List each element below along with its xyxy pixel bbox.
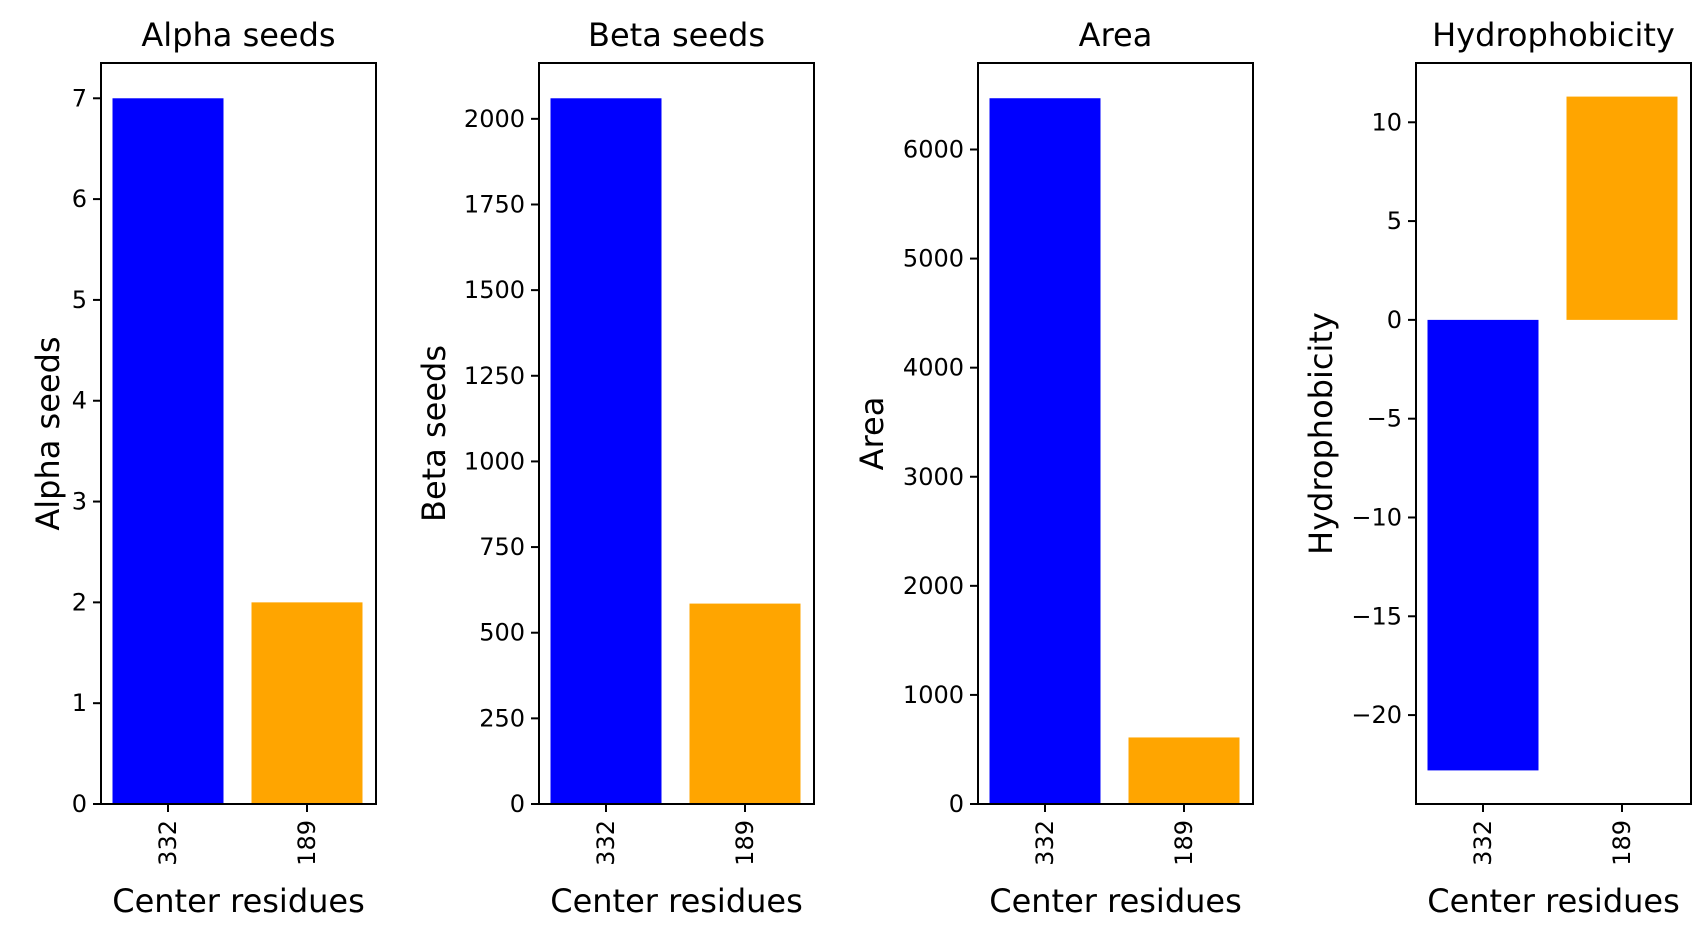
x-axis-label: Center residues (112, 882, 365, 920)
y-tick-label: 6000 (903, 136, 964, 164)
y-tick-label: 2 (72, 588, 87, 616)
y-tick-label: −10 (1351, 503, 1402, 531)
y-tick-label: −5 (1367, 405, 1402, 433)
chart-title: Area (1079, 16, 1153, 54)
y-tick-label: 750 (479, 533, 525, 561)
plot-frame (100, 62, 377, 805)
y-tick-label: 0 (1387, 306, 1402, 334)
y-tick-label: 1500 (464, 276, 525, 304)
chart-panel-3: 0 1000 2000 3000 4000 5000 6000 332 189 Area Cente… (853, 16, 1254, 920)
y-tick-label: 0 (510, 790, 525, 818)
y-tick-label: 1250 (464, 362, 525, 390)
y-tick-label: 4000 (903, 354, 964, 382)
bar-189 (251, 602, 363, 804)
bar-332 (550, 98, 662, 805)
bar-189 (1566, 96, 1678, 320)
x-axis-label: Center residues (989, 882, 1242, 920)
y-tick-label: 250 (479, 704, 525, 732)
y-tick-label: 0 (72, 790, 87, 818)
y-tick-label: 1000 (464, 447, 525, 475)
y-axis-label: Alpha seeds (29, 336, 67, 530)
plot-frame (1415, 62, 1692, 805)
y-tick-label: 3 (72, 488, 87, 516)
y-tick-label: 10 (1371, 108, 1402, 136)
x-tick-label: 189 (731, 820, 759, 866)
y-tick-label: −20 (1351, 701, 1402, 729)
y-tick-label: 6 (72, 185, 87, 213)
x-tick-label: 332 (154, 820, 182, 866)
y-tick-label: 5000 (903, 245, 964, 273)
y-tick-label: 2000 (464, 105, 525, 133)
y-tick-label: 5 (1387, 207, 1402, 235)
x-tick-label: 332 (1469, 820, 1497, 866)
chart-title: Alpha seeds (141, 16, 335, 54)
chart-panel-1: 0 1 2 3 4 5 6 7 332 189 Alpha seeds Center residues… (29, 16, 377, 920)
y-axis-label: Area (853, 397, 891, 471)
y-tick-label: 7 (72, 84, 87, 112)
y-tick-label: 0 (949, 790, 964, 818)
chart-title: Hydrophobicity (1432, 16, 1675, 54)
bar-189 (1128, 737, 1240, 804)
bar-189 (689, 603, 801, 804)
chart-panel-4: −20 −15 −10 −5 0 5 10 332 189 Hydrophobicity Cente… (1302, 16, 1692, 920)
y-tick-label: 1 (72, 689, 87, 717)
y-tick-label: 500 (479, 619, 525, 647)
x-tick-label: 332 (592, 820, 620, 866)
x-tick-label: 189 (293, 820, 321, 866)
x-tick-label: 189 (1170, 820, 1198, 866)
bar-332 (112, 98, 224, 805)
chart-title: Beta seeds (588, 16, 765, 54)
y-axis-label: Hydrophobicity (1302, 312, 1340, 555)
y-tick-label: 5 (72, 286, 87, 314)
chart-panel-2: 0 250 500 750 1000 1250 1500 1750 2000 332 189 Beta… (415, 16, 815, 920)
plot-frame (977, 62, 1254, 805)
x-axis-label: Center residues (550, 882, 803, 920)
x-tick-label: 332 (1031, 820, 1059, 866)
x-tick-label: 189 (1608, 820, 1636, 866)
x-axis-label: Center residues (1427, 882, 1680, 920)
bar-332 (989, 98, 1101, 805)
plot-frame (538, 62, 815, 805)
y-tick-label: 2000 (903, 572, 964, 600)
y-tick-label: 1750 (464, 190, 525, 218)
y-tick-label: −15 (1351, 602, 1402, 630)
y-tick-label: 1000 (903, 681, 964, 709)
y-tick-label: 4 (72, 387, 87, 415)
y-axis-label: Beta seeds (415, 345, 453, 522)
y-tick-label: 3000 (903, 463, 964, 491)
bar-332 (1427, 319, 1539, 771)
